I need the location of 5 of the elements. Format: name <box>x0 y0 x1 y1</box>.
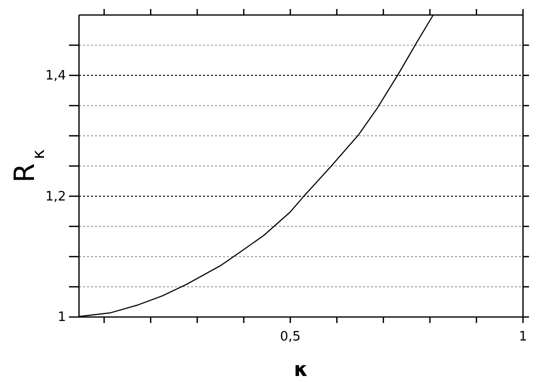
y-tick-label: 1 <box>58 310 66 326</box>
y-tick-label: 1,4 <box>45 68 66 84</box>
x-tick-label: 0,5 <box>280 329 301 344</box>
y-tick-label: 1,2 <box>45 189 66 204</box>
x-axis-title: κ <box>294 357 308 381</box>
